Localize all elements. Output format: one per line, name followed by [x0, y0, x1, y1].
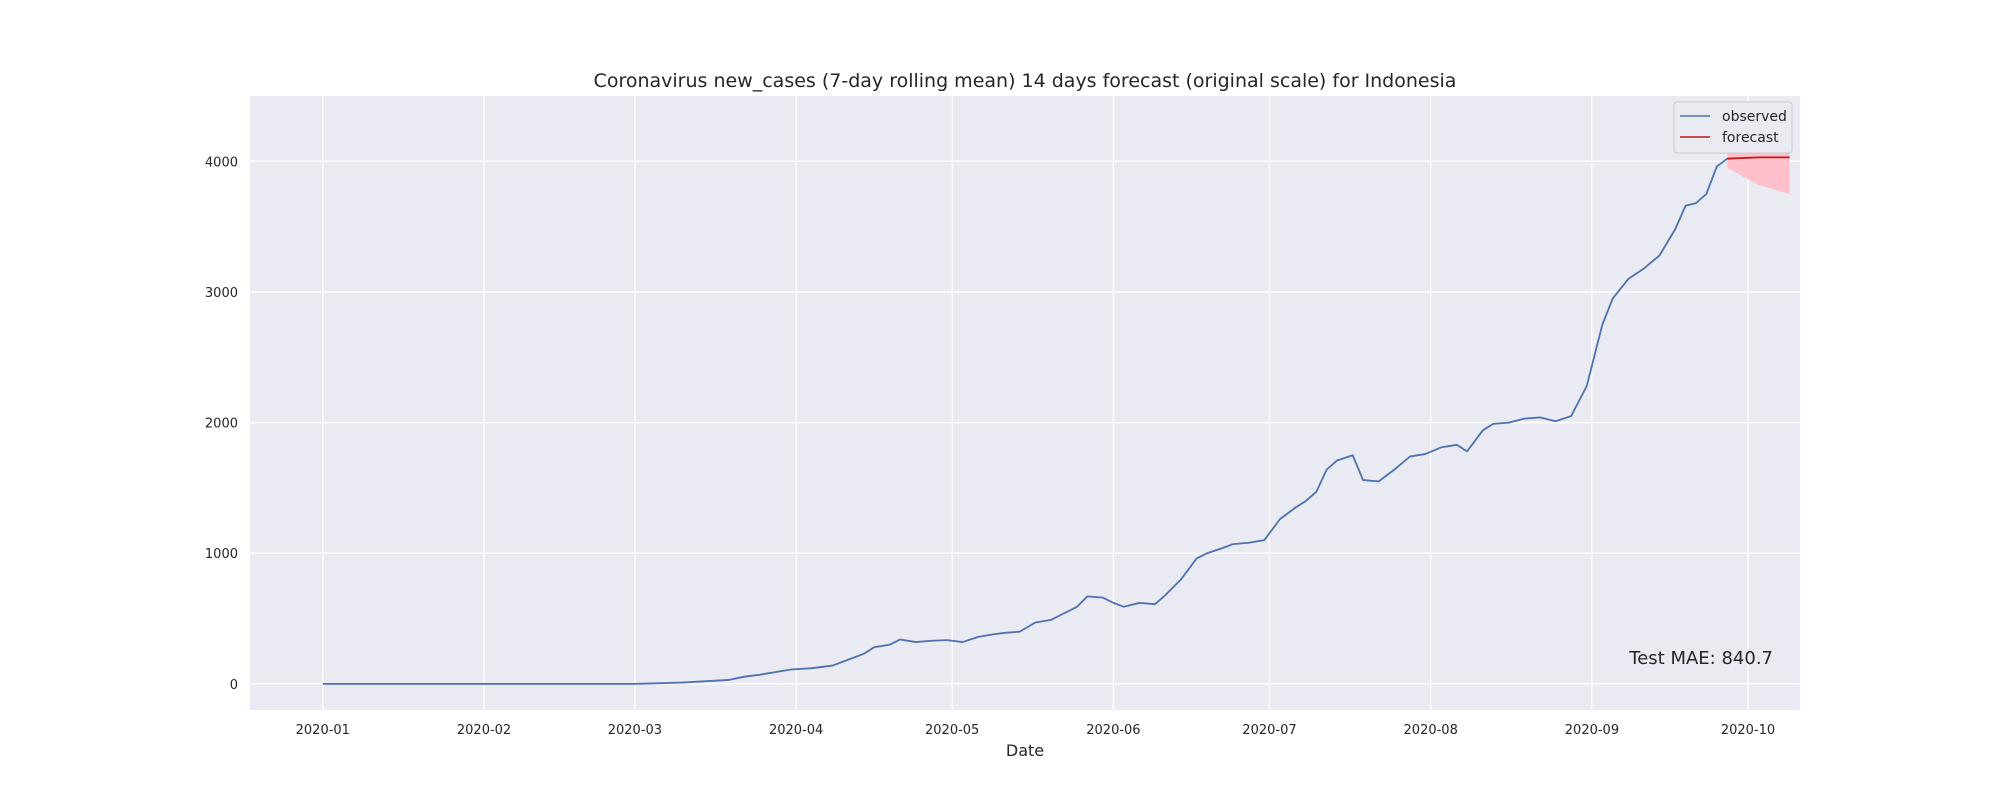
- confidence-band: [1727, 143, 1790, 194]
- y-tick-label: 0: [230, 678, 238, 693]
- series-lines: [322, 156, 1790, 685]
- x-tick-label: 2020-01: [296, 723, 350, 738]
- legend-box: [1673, 101, 1793, 154]
- plot-background: [250, 96, 1800, 710]
- x-tick-label: 2020-04: [769, 723, 823, 738]
- forecast-interval: [1727, 143, 1790, 194]
- legend-label-forecast: forecast: [1722, 130, 1779, 146]
- legend-label-observed: observed: [1722, 109, 1787, 125]
- chart-title: Coronavirus new_cases (7-day rolling mea…: [594, 70, 1457, 92]
- y-tick-label: 3000: [205, 286, 238, 301]
- y-tick-label: 4000: [205, 155, 238, 170]
- test-mae-annotation: Test MAE: 840.7: [1628, 648, 1773, 669]
- x-tick-label: 2020-08: [1404, 723, 1458, 738]
- x-tick-label: 2020-09: [1565, 723, 1619, 738]
- y-tick-label: 2000: [205, 417, 238, 432]
- x-tick-label: 2020-07: [1242, 723, 1296, 738]
- series-line-forecast: [1727, 156, 1790, 160]
- x-tick-label: 2020-10: [1721, 723, 1775, 738]
- x-axis-label: Date: [1006, 741, 1044, 760]
- y-tick-label: 1000: [205, 547, 238, 562]
- x-tick-labels: 2020-01 2020-02 2020-03 2020-04 2020-05 2020-…: [296, 723, 1775, 738]
- series-line-observed: [322, 157, 1728, 685]
- x-tick-label: 2020-05: [925, 723, 979, 738]
- x-tick-label: 2020-02: [457, 723, 511, 738]
- y-tick-labels: 0 1000 2000 3000 4000: [205, 155, 238, 693]
- x-tick-label: 2020-03: [608, 723, 662, 738]
- x-tick-label: 2020-06: [1086, 723, 1140, 738]
- legend: observed forecast: [1673, 101, 1793, 154]
